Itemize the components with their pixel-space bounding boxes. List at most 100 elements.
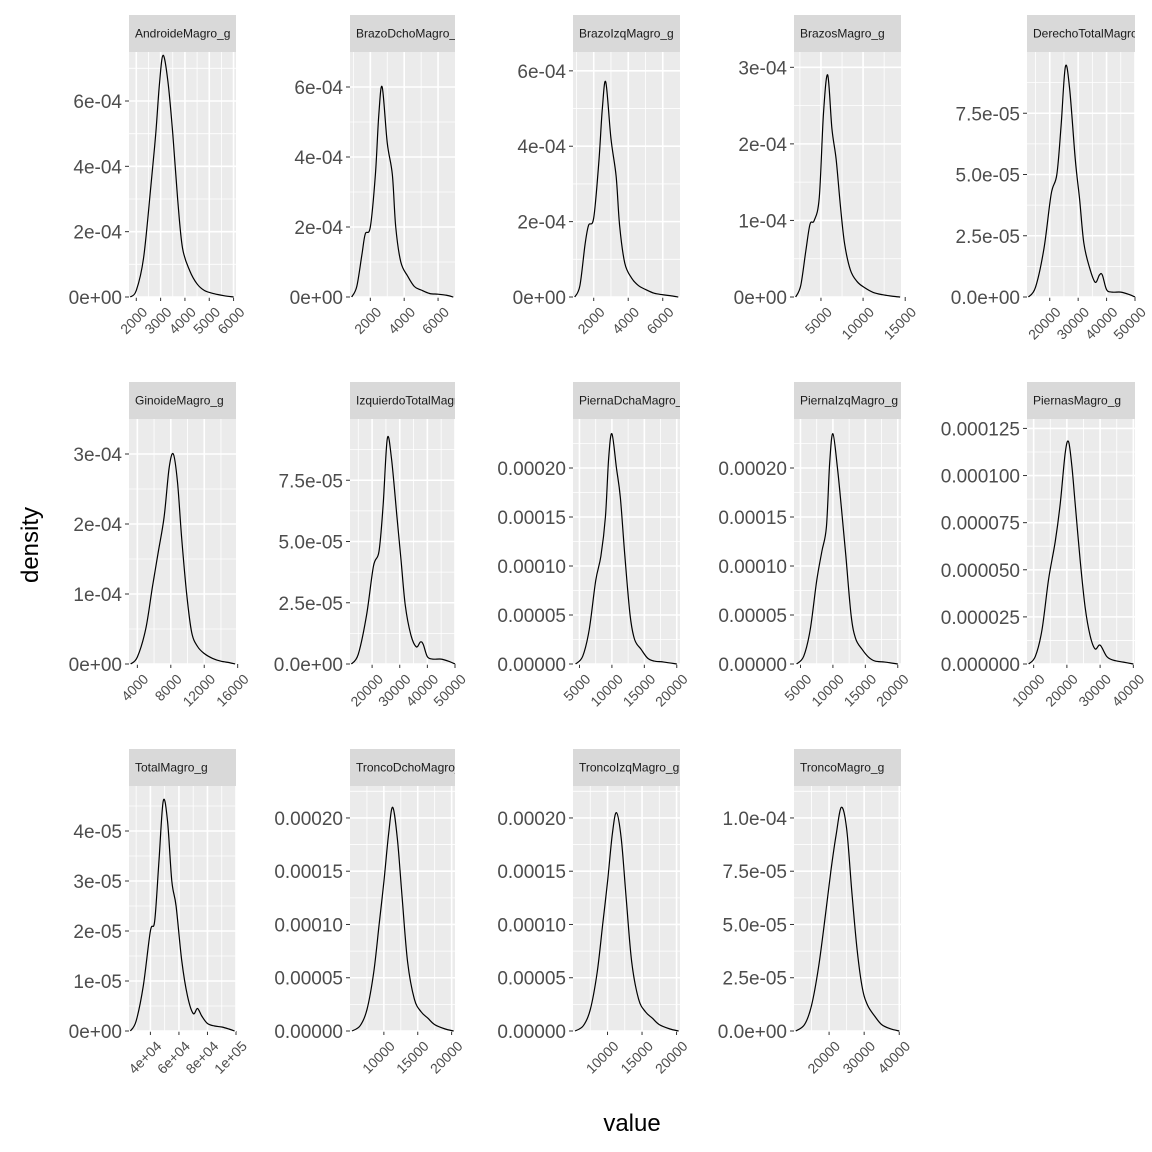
- facet-strip: [573, 382, 680, 419]
- x-tick-label: 50000: [430, 671, 469, 710]
- y-tick-label: 0.000025: [941, 608, 1020, 629]
- facet-panels: AndroideMagro_g200030004000500060000e+00…: [69, 15, 1151, 1077]
- x-tick-label: 15000: [880, 304, 919, 343]
- y-tick-label: 0.00010: [274, 915, 343, 936]
- x-tick-label: 15000: [617, 1038, 656, 1077]
- y-tick-label: 2e-05: [73, 922, 122, 943]
- x-tick-label: 10000: [1009, 671, 1048, 710]
- y-tick-label: 6e-04: [517, 62, 566, 83]
- y-tick-label: 0.00005: [497, 606, 566, 627]
- x-tick-label: 30000: [1075, 671, 1114, 710]
- panel-background: [573, 52, 680, 297]
- facet-strip: [129, 15, 236, 52]
- y-tick-label: 4e-05: [73, 822, 122, 843]
- y-tick-label: 0.000075: [941, 514, 1020, 535]
- y-tick-label: 0.00020: [274, 809, 343, 830]
- x-tick-label: 15000: [620, 671, 659, 710]
- y-tick-label: 0.000000: [941, 655, 1020, 676]
- y-tick-label: 0.00010: [497, 915, 566, 936]
- density-curve-troncomagro-g: [795, 806, 900, 1032]
- facet-panel-piernadchamagro-g: PiernaDchaMagro_g50001000015000200000.00…: [497, 382, 691, 710]
- y-tick-label: 0e+00: [69, 1022, 122, 1043]
- y-tick-label: 1e-04: [738, 211, 787, 232]
- x-tick-label: 20000: [804, 1038, 843, 1077]
- y-tick-label: 3e-04: [73, 445, 122, 466]
- y-tick-label: 0e+00: [290, 288, 343, 309]
- facet-strip: [129, 749, 236, 786]
- y-tick-label: 0.00000: [718, 655, 787, 676]
- density-curve-brazoizqmagro-g: [574, 80, 679, 298]
- y-tick-label: 5.0e-05: [956, 166, 1020, 187]
- facet-strip-label: PiernaIzqMagro_g: [800, 394, 898, 408]
- facet-strip: [350, 749, 455, 786]
- x-tick-label: 50000: [1110, 304, 1149, 343]
- x-tick-label: 20000: [652, 1038, 691, 1077]
- y-tick-label: 0.000100: [941, 467, 1020, 488]
- density-curve-brazodchomagro-g: [351, 85, 454, 298]
- x-tick-label: 10000: [583, 1038, 622, 1077]
- y-tick-label: 0.00015: [497, 862, 566, 883]
- facet-strip-label: DerechoTotalMagro_g: [1033, 27, 1151, 41]
- y-tick-label: 0.00000: [497, 1022, 566, 1043]
- y-tick-label: 0.00015: [497, 508, 566, 529]
- y-tick-label: 0.0e+00: [951, 288, 1020, 309]
- y-tick-label: 0.00005: [274, 969, 343, 990]
- facet-strip-label: TroncoDchoMagro_g: [356, 761, 468, 775]
- y-tick-label: 7.5e-05: [723, 862, 787, 883]
- x-tick-label: 20000: [873, 671, 912, 710]
- facet-panel-androidemagro-g: AndroideMagro_g200030004000500060000e+00…: [69, 15, 248, 337]
- y-tick-label: 0.00015: [274, 862, 343, 883]
- facet-strip: [794, 15, 901, 52]
- facet-strip: [794, 382, 901, 419]
- facet-strip-label: TroncoMagro_g: [800, 761, 884, 775]
- density-curve-piernadchamagro-g: [575, 433, 677, 665]
- y-tick-label: 0.00020: [497, 459, 566, 480]
- facet-panel-totalmagro-g: TotalMagro_g4e+046e+048e+041e+050e+001e-…: [69, 749, 250, 1077]
- facet-panel-izquierdototalmagro-g: IzquierdoTotalMagro_g2000030000400005000…: [274, 382, 469, 710]
- y-tick-label: 4e-04: [73, 157, 122, 178]
- density-curve-androidemagro-g: [129, 54, 234, 298]
- y-tick-label: 2e-04: [738, 135, 787, 156]
- facet-panel-brazodchomagro-g: BrazoDchoMagro_g 2000 4000 6000 0e+00 2e-04 4e…: [290, 15, 455, 337]
- facet-strip-label: BrazoIzqMagro_g: [579, 27, 674, 41]
- density-curve-brazosmagro-g: [795, 74, 901, 298]
- facet-strip: [350, 15, 455, 52]
- facet-panel-piernaizqmagro-g: PiernaIzqMagro_g50001000015000200000.000…: [718, 382, 912, 710]
- x-tick-label: 10000: [838, 304, 877, 343]
- facet-panel-derechototalmagro-g: DerechoTotalMagro_g200003000040000500000…: [951, 15, 1151, 343]
- x-tick-label: 40000: [1109, 671, 1148, 710]
- y-tick-label: 4e-04: [294, 148, 343, 169]
- panel-background: [1027, 419, 1135, 664]
- panel-background: [129, 786, 236, 1031]
- density-curve-troncoizqmagro-g: [574, 812, 679, 1032]
- y-tick-label: 2e-04: [517, 213, 566, 234]
- x-tick-label: 40000: [874, 1038, 913, 1077]
- y-tick-label: 0.00010: [497, 557, 566, 578]
- facet-strip: [350, 382, 455, 419]
- panel-background: [350, 52, 455, 297]
- x-tick-label: 1e+05: [211, 1038, 250, 1077]
- x-tick-label: 10000: [808, 671, 847, 710]
- density-curve-izquierdototalmagro-g: [350, 435, 456, 665]
- density-curve-piernasmagro-g: [1028, 440, 1134, 665]
- x-tick-label: 20000: [652, 671, 691, 710]
- facet-strip-label: GinoideMagro_g: [135, 394, 224, 408]
- y-tick-label: 0.00005: [497, 969, 566, 990]
- y-tick-label: 0e+00: [513, 288, 566, 309]
- x-tick-label: 15000: [841, 671, 880, 710]
- y-tick-label: 2e-04: [73, 515, 122, 536]
- density-curve-piernaizqmagro-g: [796, 433, 898, 665]
- x-tick-label: 16000: [213, 671, 252, 710]
- y-tick-label: 0.0e+00: [718, 1022, 787, 1043]
- y-tick-label: 4e-04: [517, 137, 566, 158]
- y-tick-label: 2.5e-05: [723, 969, 787, 990]
- y-tick-label: 0.00000: [274, 1022, 343, 1043]
- density-curve-troncodchomagro-g: [351, 806, 454, 1032]
- y-tick-label: 5.0e-05: [279, 533, 343, 554]
- x-tick-label: 6000: [214, 304, 247, 337]
